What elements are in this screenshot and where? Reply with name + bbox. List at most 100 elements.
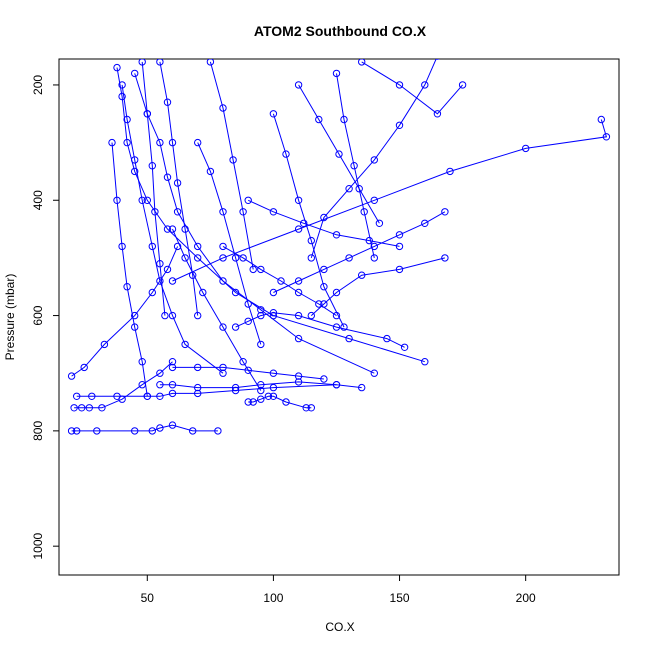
series-21 — [156, 59, 202, 320]
data-point — [264, 392, 273, 400]
data-point — [269, 309, 278, 317]
data-point — [332, 288, 341, 297]
data-point — [231, 383, 240, 392]
data-point — [294, 311, 303, 320]
data-point — [358, 59, 366, 66]
data-point — [332, 69, 341, 78]
series-line — [134, 73, 375, 374]
data-point — [269, 392, 278, 400]
data-point — [118, 242, 126, 251]
series-line — [222, 245, 337, 317]
data-point — [257, 395, 265, 403]
data-point — [395, 81, 404, 89]
data-point — [257, 340, 265, 349]
data-point — [156, 369, 164, 377]
data-point — [100, 340, 109, 349]
data-point — [320, 283, 328, 291]
data-point — [168, 381, 177, 389]
series-5 — [113, 63, 429, 366]
data-point — [131, 427, 139, 435]
data-point — [73, 427, 81, 435]
data-point — [340, 115, 348, 124]
data-point — [168, 358, 177, 366]
data-point — [113, 63, 121, 72]
data-point — [199, 288, 207, 297]
data-point — [345, 334, 353, 343]
data-point — [244, 398, 252, 406]
data-point — [307, 236, 315, 245]
data-point — [163, 173, 172, 181]
data-point — [78, 404, 86, 412]
data-point — [168, 225, 177, 233]
data-point — [441, 208, 449, 216]
series-25 — [219, 242, 341, 320]
data-point — [294, 378, 303, 386]
data-point — [365, 236, 373, 245]
data-point — [163, 265, 172, 274]
x-tick-label: 200 — [516, 591, 536, 605]
data-point — [300, 219, 308, 228]
series-3 — [70, 358, 177, 412]
data-point — [138, 59, 146, 66]
series-line — [298, 84, 380, 224]
series-13 — [231, 309, 409, 351]
data-point — [131, 311, 139, 320]
data-point — [194, 138, 202, 147]
data-point — [181, 340, 189, 349]
data-point — [360, 208, 368, 216]
data-point — [294, 81, 303, 89]
series-11 — [269, 208, 449, 297]
series-24 — [168, 225, 265, 395]
data-point — [315, 115, 323, 124]
series-line — [197, 142, 262, 345]
series-8 — [358, 59, 467, 118]
data-point — [214, 427, 222, 435]
data-point — [395, 242, 404, 251]
data-point — [138, 358, 146, 366]
data-point — [163, 98, 172, 106]
data-point — [395, 265, 404, 274]
series-line — [76, 384, 337, 397]
data-point — [383, 334, 391, 343]
series-line — [71, 246, 179, 377]
data-point — [194, 254, 202, 262]
data-point — [194, 363, 202, 372]
y-axis: 200 400 600 800 1000 — [31, 75, 60, 560]
data-point — [320, 213, 328, 222]
data-point — [315, 300, 323, 308]
data-point — [307, 404, 315, 412]
chart-title: ATOM2 Southbound CO.X — [254, 23, 427, 39]
data-point — [244, 300, 252, 308]
series-27 — [294, 81, 384, 228]
series-line — [111, 142, 148, 397]
series-2 — [73, 381, 341, 400]
data-point — [181, 254, 189, 262]
data-point — [269, 369, 278, 377]
data-point — [294, 196, 303, 205]
data-point — [156, 424, 164, 432]
data-point — [249, 265, 257, 274]
data-point — [345, 185, 353, 193]
data-point — [522, 144, 530, 153]
data-point — [355, 185, 363, 193]
x-axis-label: CO.X — [325, 620, 354, 634]
data-point — [257, 311, 265, 320]
data-point — [219, 208, 227, 216]
data-point — [118, 81, 126, 89]
series-line — [235, 312, 405, 348]
data-point — [123, 138, 131, 147]
data-point — [219, 277, 227, 285]
data-point — [168, 421, 177, 429]
data-point — [269, 110, 278, 118]
data-point — [231, 323, 240, 331]
data-point — [294, 225, 303, 233]
data-point — [358, 383, 366, 392]
data-point — [118, 395, 126, 403]
data-point — [294, 288, 303, 297]
data-point — [88, 392, 96, 400]
data-point — [143, 110, 152, 118]
data-point — [219, 323, 227, 331]
data-point — [307, 254, 315, 262]
data-point — [67, 372, 76, 380]
data-point — [148, 242, 157, 251]
